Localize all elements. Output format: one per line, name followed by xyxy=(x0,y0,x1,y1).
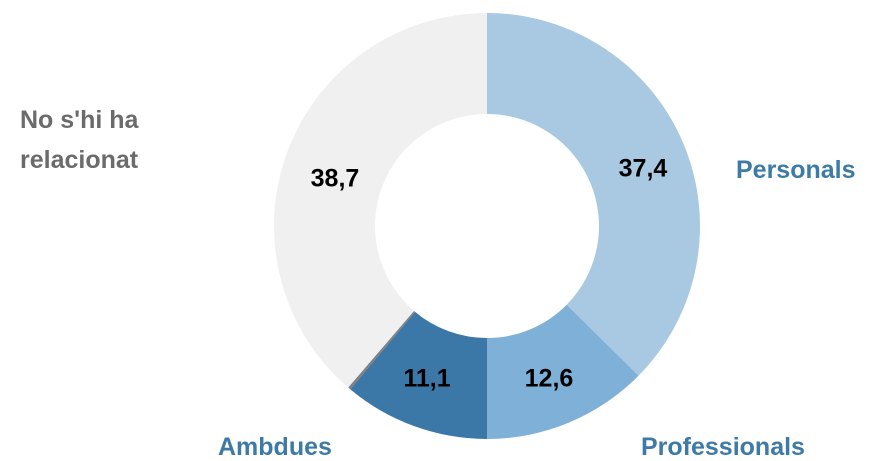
slice-ambdues-2 xyxy=(350,311,487,439)
outer-label-no-relacionat-line-2: relacionat xyxy=(20,146,139,174)
value-label-no-relacionat: 38,7 xyxy=(311,165,360,193)
value-label-personals: 37,4 xyxy=(619,155,668,183)
value-label-professionals: 12,6 xyxy=(525,365,574,393)
slice-personals-0 xyxy=(487,13,700,376)
outer-label-personals: Personals xyxy=(736,156,856,184)
slices-group xyxy=(274,13,700,439)
outer-label-professionals: Professionals xyxy=(641,433,805,461)
slice-sliver-3 xyxy=(348,310,416,390)
outer-label-no-relacionat-line-1: No s'hi ha xyxy=(20,106,140,134)
outer-label-no-relacionat: No s'hi ha relacionat xyxy=(20,106,145,174)
slice-professionals-1 xyxy=(487,304,639,439)
outer-labels-group: Personals Professionals Ambdues No s'hi … xyxy=(20,106,856,461)
slice-values-group: 37,4 12,6 11,1 38,7 xyxy=(311,155,668,393)
value-label-ambdues: 11,1 xyxy=(403,365,450,393)
slice-no-s-hi-ha-relacionat-4 xyxy=(274,13,487,388)
outer-label-ambdues: Ambdues xyxy=(218,433,332,461)
